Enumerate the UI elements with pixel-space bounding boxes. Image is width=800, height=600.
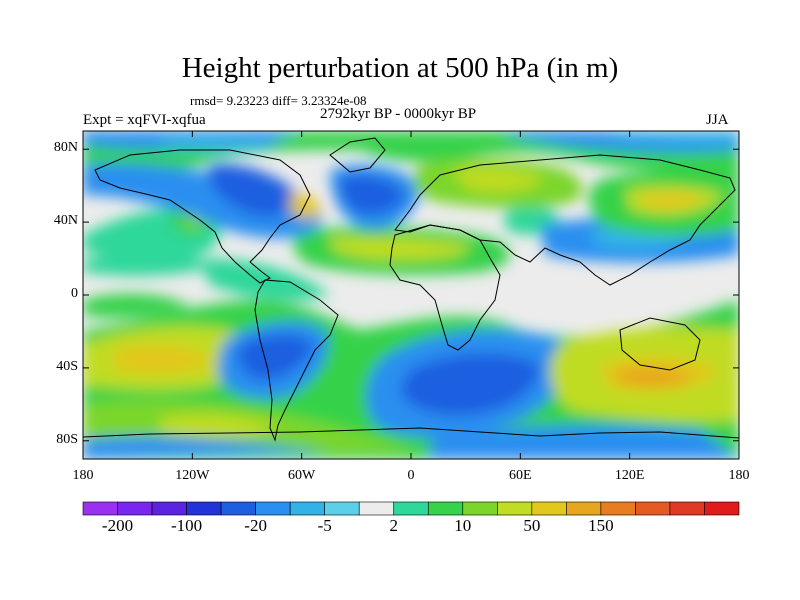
colorbar-swatch: [531, 501, 567, 516]
colorbar-label: -100: [170, 516, 203, 535]
colorbar-swatch: [82, 501, 118, 516]
antarctica-outline: [83, 427, 739, 439]
coastlines: [83, 137, 739, 442]
y-tick-label: 80S: [56, 431, 78, 447]
colorbar-label: -5: [317, 516, 332, 535]
x-tick-label: 60E: [509, 468, 532, 483]
south-america-outline: [254, 279, 339, 442]
colorbar-swatch: [497, 501, 533, 516]
colorbar-swatch: [151, 501, 187, 516]
map-panel: [83, 131, 739, 459]
y-tick-label: 80N: [53, 140, 78, 156]
stats-text: rmsd= 9.23223 diff= 3.23324e-08: [190, 93, 367, 108]
y-axis-ticks: [83, 148, 739, 442]
colorbar-swatch: [393, 501, 429, 516]
x-tick-label: 180: [72, 468, 94, 483]
y-tick-label: 0: [71, 286, 78, 301]
colorbar-swatch: [566, 501, 602, 516]
colorbar-swatch: [427, 501, 464, 516]
colorbar-label: 2: [389, 516, 398, 535]
y-tick-label: 40N: [53, 213, 78, 229]
x-axis-ticks: [82, 131, 740, 459]
colorbar-swatch: [669, 501, 705, 516]
colorbar-swatch: [289, 501, 325, 516]
x-tick-label: 120E: [614, 468, 645, 483]
colorbar: [82, 501, 740, 516]
eurasia-outline: [394, 154, 736, 286]
period-label: 2792kyr BP - 0000kyr BP: [320, 106, 477, 122]
colorbar-swatch: [117, 501, 153, 516]
colorbar-swatch: [600, 501, 636, 516]
colorbar-label: -200: [101, 516, 134, 535]
x-tick-label: 180: [728, 468, 750, 483]
colorbar-label: 50: [523, 516, 541, 535]
y-tick-label: 40S: [56, 358, 78, 374]
height-field: [83, 131, 739, 459]
colorbar-swatch: [635, 501, 671, 516]
experiment-label: Expt = xqFVI-xqfua: [83, 112, 206, 128]
x-tick-label: 60W: [288, 468, 316, 483]
colorbar-swatch: [358, 501, 395, 516]
colorbar-label: 10: [454, 516, 472, 535]
greenland-outline: [329, 137, 386, 173]
colorbar-swatch: [255, 501, 291, 516]
colorbar-swatch: [324, 501, 360, 516]
north-america-outline: [94, 149, 311, 284]
x-tick-label: 120W: [175, 468, 210, 483]
plot-title: Height perturbation at 500 hPa (in m): [181, 52, 619, 84]
x-tick-label: 0: [407, 468, 415, 483]
colorbar-swatch: [186, 501, 222, 516]
colorbar-swatch: [220, 501, 256, 516]
colorbar-label: 150: [588, 516, 614, 535]
colorbar-label: -20: [244, 516, 267, 535]
australia-outline: [619, 317, 701, 371]
season-label: JJA: [706, 112, 729, 128]
colorbar-swatch: [462, 501, 498, 516]
colorbar-swatch: [704, 501, 740, 516]
